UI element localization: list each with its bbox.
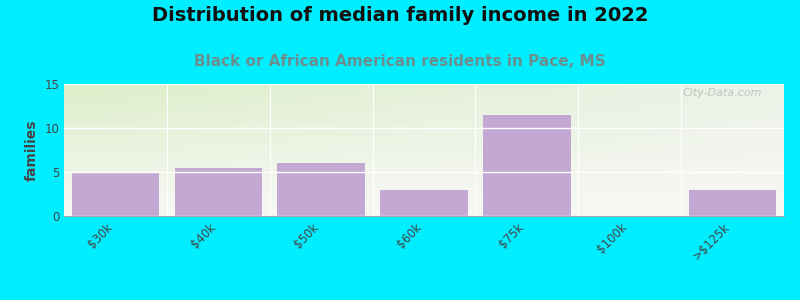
Text: Distribution of median family income in 2022: Distribution of median family income in …: [152, 6, 648, 25]
Bar: [174, 168, 262, 216]
Bar: [72, 172, 159, 216]
Text: City-Data.com: City-Data.com: [683, 88, 762, 98]
Text: Black or African American residents in Pace, MS: Black or African American residents in P…: [194, 54, 606, 69]
Bar: [380, 190, 468, 216]
Bar: [483, 115, 570, 216]
Bar: [689, 190, 776, 216]
Y-axis label: families: families: [25, 119, 38, 181]
Bar: [278, 163, 365, 216]
